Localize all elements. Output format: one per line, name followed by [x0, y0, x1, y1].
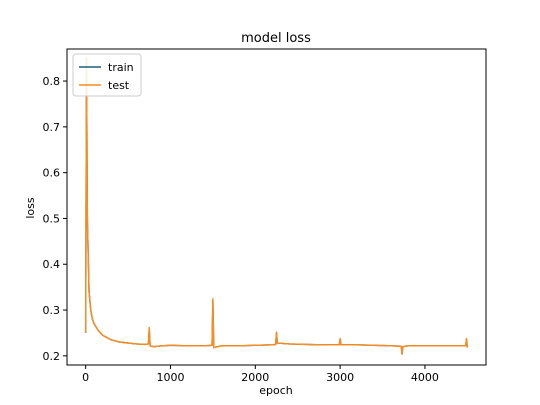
legend-label-train: train	[108, 61, 134, 74]
x-tick-label: 2000	[241, 371, 269, 384]
y-axis-label: loss	[24, 197, 37, 219]
legend: train test	[72, 53, 142, 97]
y-tick-label: 0.5	[43, 212, 61, 225]
x-tick-label: 4000	[411, 371, 439, 384]
x-axis: 0 1000 2000 3000 4000	[82, 365, 439, 384]
x-tick-label: 0	[82, 371, 89, 384]
y-axis: 0.2 0.3 0.4 0.5 0.6 0.7 0.8	[43, 75, 67, 363]
y-tick-label: 0.7	[43, 121, 61, 134]
y-tick-label: 0.3	[43, 304, 61, 317]
x-tick-label: 1000	[156, 371, 184, 384]
y-tick-label: 0.8	[43, 75, 61, 88]
plot-frame	[66, 48, 487, 366]
chart-title: model loss	[241, 31, 311, 46]
legend-label-test: test	[108, 79, 130, 92]
y-tick-label: 0.4	[43, 258, 61, 271]
y-tick-label: 0.2	[43, 350, 61, 363]
x-tick-label: 3000	[326, 371, 354, 384]
plot-marks	[84, 57, 469, 356]
x-axis-label: epoch	[259, 384, 293, 397]
y-tick-label: 0.6	[43, 167, 61, 180]
series-line-test	[84, 57, 469, 356]
